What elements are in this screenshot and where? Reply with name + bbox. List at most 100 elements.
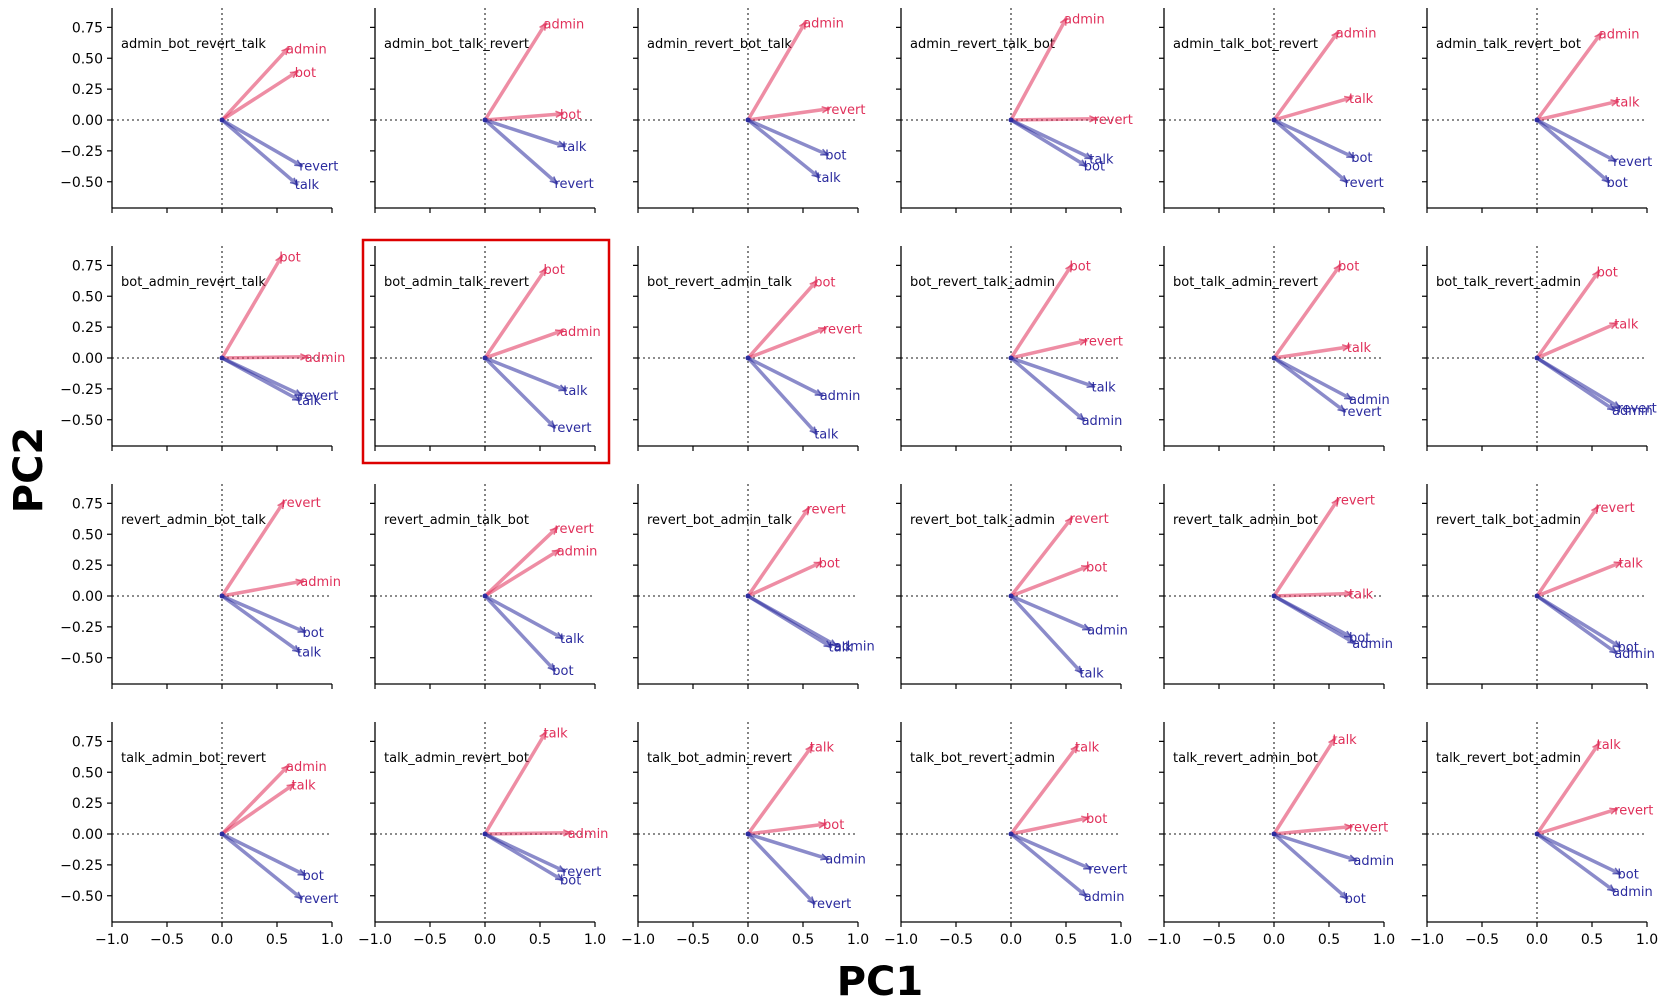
panel-title: admin_bot_revert_talk xyxy=(121,37,266,52)
vector-label-admin: admin xyxy=(834,639,875,654)
arrow-head xyxy=(554,631,564,639)
arrow-head xyxy=(1592,742,1600,751)
arrow-head xyxy=(277,500,285,510)
origin-point xyxy=(1271,355,1277,361)
arrow-head xyxy=(1080,564,1090,573)
arrow-head xyxy=(294,389,303,396)
vector-label-talk: talk xyxy=(1079,667,1104,682)
vector-label-revert: revert xyxy=(1614,803,1653,818)
vector-label-bot: bot xyxy=(825,149,846,164)
loading-vector-revert xyxy=(1272,497,1340,598)
arrow-head xyxy=(1074,665,1083,674)
panel-talk_admin_revert_bot: −1.0 −0.5 0.0 0.5 1.0 talk_admin_revert_bot ta… xyxy=(358,722,608,948)
y-tick-label: −0.25 xyxy=(60,620,103,636)
loading-vector-talk xyxy=(1535,99,1620,122)
arrow-head xyxy=(1346,151,1355,158)
loading-vector-talk xyxy=(1272,345,1351,360)
arrow-head xyxy=(1606,884,1616,892)
arrow-head xyxy=(813,561,823,569)
vector-label-revert: revert xyxy=(299,892,338,907)
arrow-head xyxy=(817,326,827,335)
loading-vector-admin xyxy=(1009,832,1088,898)
loading-vector-revert xyxy=(220,832,303,900)
vector-label-talk: talk xyxy=(1614,317,1639,332)
loading-vector-bot xyxy=(1009,816,1090,836)
arrow-head xyxy=(563,829,572,837)
panel-talk_bot_admin_revert: −1.0 −0.5 0.0 0.5 1.0 talk_bot_admin_revert ta… xyxy=(621,722,869,948)
vector-label-bot: bot xyxy=(1618,868,1639,883)
panel-talk_revert_bot_admin: −1.0 −0.5 0.0 0.5 1.0 talk_revert_bot_admin ta… xyxy=(1410,722,1658,948)
vector-label-bot: bot xyxy=(1597,266,1618,281)
y-tick-label: 0.25 xyxy=(72,558,103,574)
panel-title: revert_talk_bot_admin xyxy=(1436,513,1581,528)
vector-label-bot: bot xyxy=(1084,160,1105,175)
loading-vector-talk xyxy=(746,594,833,649)
y-tick-label: 0.50 xyxy=(72,765,103,781)
arrow-head xyxy=(1086,380,1096,389)
loading-vector-admin xyxy=(220,46,290,122)
loading-vector-talk xyxy=(220,782,296,836)
vector-label-revert: revert xyxy=(807,502,846,517)
vector-label-admin: admin xyxy=(1614,647,1655,662)
arrow-head xyxy=(1609,322,1618,330)
y-tick-label: −0.50 xyxy=(60,413,103,429)
x-tick-label: 1.0 xyxy=(1636,932,1658,948)
y-tick-label: 0.75 xyxy=(72,734,103,750)
vector-label-admin: admin xyxy=(1612,404,1653,419)
x-tick-label: −1.0 xyxy=(621,932,655,948)
vector-label-talk: talk xyxy=(1347,341,1372,356)
vector-label-admin: admin xyxy=(568,827,609,842)
vector-label-revert: revert xyxy=(555,177,594,192)
arrow-head xyxy=(802,506,810,516)
origin-point xyxy=(482,831,488,837)
loading-vector-talk xyxy=(1009,594,1084,675)
loading-vector-admin xyxy=(746,20,807,122)
loading-vector-talk xyxy=(1272,591,1353,598)
vector-label-admin: admin xyxy=(1599,28,1640,43)
panel-title: bot_talk_revert_admin xyxy=(1436,275,1581,290)
vector-label-admin: admin xyxy=(300,575,341,590)
x-tick-label: −1.0 xyxy=(95,932,129,948)
vector-label-revert: revert xyxy=(555,522,594,537)
x-tick-label: 1.0 xyxy=(584,932,606,948)
panel-admin_talk_revert_bot: admin_talk_revert_bot admin talk revert bot xyxy=(1422,8,1652,213)
panel-bot_admin_talk_revert: bot_admin_talk_revert bot admin talk revert xyxy=(361,238,611,465)
vector-label-revert: revert xyxy=(823,322,862,337)
vector-label-revert: revert xyxy=(299,389,338,404)
panel-title: bot_revert_talk_admin xyxy=(910,275,1055,290)
arrow-head xyxy=(557,140,566,148)
y-tick-label: 0.25 xyxy=(72,796,103,812)
arrow-head xyxy=(291,645,301,653)
vector-label-revert: revert xyxy=(282,496,321,511)
x-tick-label: −0.5 xyxy=(1202,932,1236,948)
loading-vector-revert xyxy=(1009,516,1074,598)
vector-label-revert: revert xyxy=(1618,401,1657,416)
vector-label-bot: bot xyxy=(1086,560,1107,575)
arrow-head xyxy=(818,821,827,829)
panel-title: talk_revert_bot_admin xyxy=(1436,751,1581,766)
loading-vector-admin xyxy=(220,579,305,598)
vector-label-bot: bot xyxy=(814,275,835,290)
loading-vector-revert xyxy=(746,107,831,122)
vector-label-talk: talk xyxy=(1597,738,1622,753)
loading-vector-talk xyxy=(1009,744,1079,836)
vector-label-revert: revert xyxy=(1613,155,1652,170)
origin-point xyxy=(1008,831,1014,837)
arrow-head xyxy=(294,159,303,167)
loading-vector-bot xyxy=(746,118,829,157)
arrow-head xyxy=(1601,175,1610,183)
arrow-head xyxy=(811,170,820,178)
arrow-head xyxy=(805,744,813,754)
loading-vector-revert xyxy=(1009,832,1092,871)
vector-label-talk: talk xyxy=(297,646,322,661)
panel-title: bot_talk_admin_revert xyxy=(1173,275,1318,290)
y-tick-label: −0.50 xyxy=(60,889,103,905)
vector-label-talk: talk xyxy=(560,632,585,647)
loading-vector-admin xyxy=(1009,16,1068,122)
arrow-head xyxy=(558,384,568,392)
loading-vector-admin xyxy=(746,356,824,397)
arrow-head xyxy=(809,280,818,289)
vector-label-revert: revert xyxy=(1336,494,1375,509)
arrow-head xyxy=(554,873,564,881)
